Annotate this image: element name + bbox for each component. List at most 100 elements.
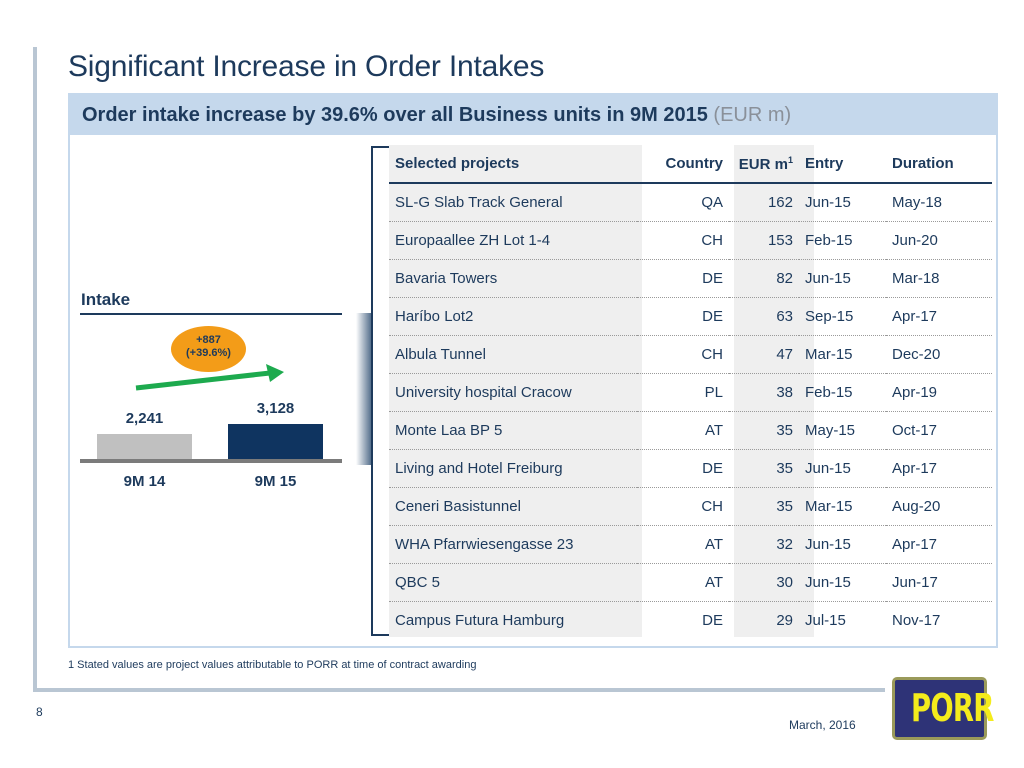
table-row: Campus Futura Hamburg DE 29 Jul-15 Nov-17 [389,602,992,640]
table-row: Ceneri Basistunnel CH 35 Mar-15 Aug-20 [389,487,992,526]
bar-value-label: 2,241 [125,409,164,427]
project-name: Albula Tunnel [389,335,637,374]
selected-projects-table: Selected projects Country EUR m1 Entry D… [389,145,992,639]
project-value: 162 [729,183,799,222]
project-value: 47 [729,335,799,374]
subtitle-main: Order intake increase by 39.6% over all … [82,104,708,126]
project-value: 35 [729,411,799,450]
project-value: 38 [729,373,799,412]
project-entry: Feb-15 [799,373,886,412]
project-name: Monte Laa BP 5 [389,411,637,450]
project-country: AT [637,411,729,450]
table-row: SL-G Slab Track General QA 162 Jun-15 May-18 [389,183,992,222]
project-name: Living and Hotel Freiburg [389,449,637,488]
bottom-accent-rule [33,688,885,692]
table-row: Haríbo Lot2 DE 63 Sep-15 Apr-17 [389,297,992,336]
project-duration: Nov-17 [892,612,941,629]
page-number: 8 [36,705,43,719]
project-value: 63 [729,297,799,336]
increase-percent: (+39.6%) [186,347,231,359]
table-row: WHA Pfarrwiesengasse 23 AT 32 Jun-15 Apr-17 [389,525,992,564]
section-divider-shade [356,313,372,465]
table-header-row: Selected projects Country EUR m1 Entry D… [389,145,992,184]
increase-absolute: +887 [196,334,221,346]
header-duration: Duration [886,145,992,184]
table-row: University hospital Cracow PL 38 Feb-15 Apr-… [389,373,992,412]
project-country: CH [637,335,729,374]
footnote: 1 Stated values are project values attri… [68,659,477,671]
header-eur-label: EUR m [738,155,788,173]
project-country: DE [637,449,729,488]
chart-baseline [80,459,342,463]
project-country: DE [637,297,729,336]
project-value: 35 [729,487,799,526]
header-selected-projects: Selected projects [389,145,637,184]
project-duration: Aug-20 [886,487,992,526]
panel-header: Order intake increase by 39.6% over all … [70,95,996,135]
subtitle-unit: (EUR m) [713,104,792,126]
project-value: 82 [729,259,799,298]
project-duration: Jun-20 [886,221,992,260]
category-label: 9M 15 [254,473,297,490]
header-eur: EUR m1 [729,145,799,184]
project-duration: Oct-17 [886,411,992,450]
project-entry: Jun-15 [799,259,886,298]
chart-title-underline [80,313,342,315]
project-name: WHA Pfarrwiesengasse 23 [389,525,637,564]
table-row: Bavaria Towers DE 82 Jun-15 Mar-18 [389,259,992,298]
table-row: Europaallee ZH Lot 1-4 CH 153 Feb-15 Jun-20 [389,221,992,260]
project-value: 30 [729,563,799,602]
logo-text: PORR [911,686,994,730]
panel-subtitle: Order intake increase by 39.6% over all … [82,104,791,127]
project-name: Haríbo Lot2 [389,297,637,336]
project-duration: Mar-18 [886,259,992,298]
project-entry: Jun-15 [799,563,886,602]
project-entry: Mar-15 [799,487,886,526]
table-row: Living and Hotel Freiburg DE 35 Jun-15 Apr-1… [389,449,992,488]
project-value: 29 [776,612,793,629]
growth-arrow-icon [135,364,284,391]
project-name: Europaallee ZH Lot 1-4 [389,221,637,260]
project-name: Bavaria Towers [389,259,637,298]
chart-title: Intake [81,290,131,309]
project-country: DE [637,259,729,298]
project-entry: Mar-15 [799,335,886,374]
project-duration: Apr-17 [886,525,992,564]
porr-logo: PORR [892,677,994,740]
project-country: CH [637,221,729,260]
project-duration: Apr-19 [886,373,992,412]
project-value: 153 [729,221,799,260]
increase-badge: +887 (+39.6%) [171,326,246,372]
project-name: QBC 5 [389,563,637,602]
bar-9m-15 [228,424,323,459]
table-row: Monte Laa BP 5 AT 35 May-15 Oct-17 [389,411,992,450]
project-duration: Dec-20 [886,335,992,374]
table-bracket [371,146,389,636]
bar-9m-14 [97,433,192,459]
project-country: DE [702,612,723,629]
project-entry: Jul-15 [805,612,846,629]
project-name: University hospital Cracow [389,373,637,412]
project-country: AT [637,525,729,564]
footnote-marker: 1 [787,154,793,165]
project-entry: Feb-15 [799,221,886,260]
project-duration: Jun-17 [886,563,992,602]
project-entry: Jun-15 [799,525,886,564]
project-country: AT [637,563,729,602]
project-name: Campus Futura Hamburg [395,612,565,629]
project-duration: May-18 [886,183,992,222]
slide-date: March, 2016 [789,718,856,732]
project-duration: Apr-17 [886,449,992,488]
left-accent-rule [33,47,37,692]
table-row: Albula Tunnel CH 47 Mar-15 Dec-20 [389,335,992,374]
project-entry: Jun-15 [799,183,886,222]
project-duration: Apr-17 [886,297,992,336]
table-row: QBC 5 AT 30 Jun-15 Jun-17 [389,563,992,602]
project-country: QA [637,183,729,222]
slide-title: Significant Increase in Order Intakes [68,50,545,83]
project-entry: Sep-15 [799,297,886,336]
project-name: Ceneri Basistunnel [389,487,637,526]
project-value: 35 [729,449,799,488]
project-name: SL-G Slab Track General [389,183,637,222]
bar-value-label: 3,128 [256,400,295,417]
